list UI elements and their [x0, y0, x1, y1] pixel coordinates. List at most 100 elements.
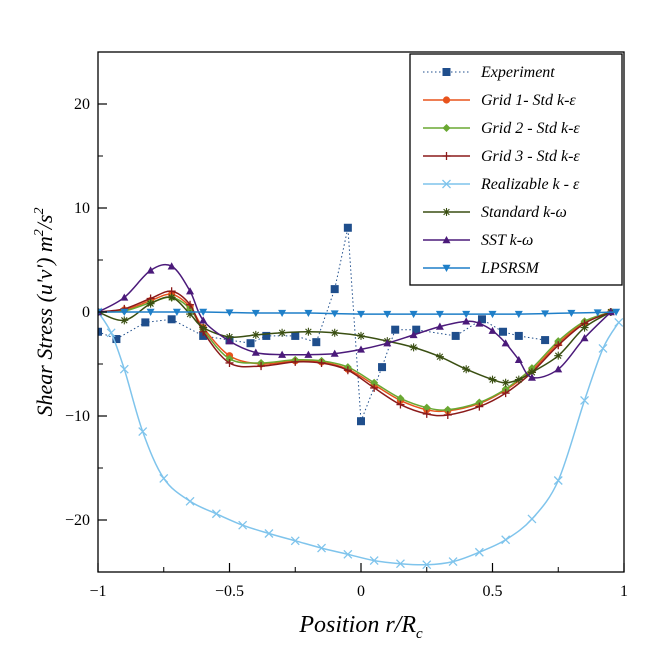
- x-axis-title-sub: c: [416, 626, 423, 642]
- data-point-standard-k-omega: [330, 328, 339, 337]
- data-point-lpsrsm: [593, 309, 602, 317]
- data-point-standard-k-omega: [554, 351, 563, 360]
- data-point-realizable-k-epsilon: [185, 496, 195, 506]
- data-point-grid-3-std-k-epsilon: [291, 357, 300, 366]
- data-point-experiment: [514, 331, 523, 340]
- legend-label: Grid 1- Std k-ε: [481, 92, 576, 109]
- y-tick-label: 20: [74, 96, 90, 113]
- data-point-standard-k-omega: [251, 330, 260, 339]
- data-point-standard-k-omega: [527, 368, 536, 377]
- data-point-experiment: [167, 315, 176, 324]
- series-grid-1-std-k-epsilon: [98, 290, 615, 415]
- data-point-grid-3-std-k-epsilon: [225, 358, 234, 367]
- data-point-lpsrsm: [304, 309, 313, 318]
- data-point-experiment: [451, 331, 460, 340]
- legend-entry-sst-k-omega: SST k-ω: [423, 232, 533, 249]
- data-point-sst-k-omega: [120, 293, 129, 301]
- data-point-realizable-k-epsilon: [211, 509, 221, 519]
- legend-label: Grid 2 - Std k-ε: [481, 120, 580, 137]
- data-point-lpsrsm: [488, 310, 497, 319]
- data-point-standard-k-omega: [186, 310, 195, 319]
- data-point-experiment: [541, 336, 550, 345]
- series-realizable-k-epsilon: [98, 307, 624, 570]
- y-axis-title-part-1: Shear Stress (u'v') m: [32, 236, 57, 416]
- data-point-grid-3-std-k-epsilon: [422, 409, 431, 418]
- data-point-lpsrsm: [357, 310, 365, 319]
- y-axis-title-part-2: 2: [32, 229, 47, 236]
- data-point-sst-k-omega: [225, 337, 234, 345]
- legend-swatch-marker: [442, 179, 451, 189]
- data-point-sst-k-omega: [409, 330, 418, 339]
- data-point-sst-k-omega: [330, 349, 339, 357]
- data-point-standard-k-omega: [409, 343, 418, 352]
- data-point-grid-2-std-k-epsilon: [443, 405, 452, 414]
- data-point-lpsrsm: [146, 308, 155, 316]
- data-point-realizable-k-epsilon: [343, 549, 353, 559]
- data-point-realizable-k-epsilon: [159, 473, 169, 483]
- data-point-standard-k-omega: [357, 331, 365, 340]
- legend-entry-grid-1-std-k-epsilon: Grid 1- Std k-ε: [423, 92, 576, 109]
- legend-entry-realizable-k-epsilon: Realizable k - ε: [423, 176, 580, 193]
- legend-swatch-marker: [442, 124, 451, 132]
- x-tick-label: 0.5: [483, 583, 503, 600]
- data-point-sst-k-omega: [488, 326, 497, 334]
- legend-box: [409, 53, 623, 286]
- data-point-experiment: [112, 335, 121, 344]
- data-point-sst-k-omega: [475, 319, 484, 327]
- data-point-sst-k-omega: [146, 266, 155, 274]
- data-point-realizable-k-epsilon: [474, 547, 484, 557]
- data-point-realizable-k-epsilon: [614, 317, 624, 327]
- data-point-standard-k-omega: [304, 327, 313, 336]
- data-point-standard-k-omega: [462, 365, 471, 374]
- data-point-realizable-k-epsilon: [106, 328, 116, 338]
- data-point-sst-k-omega: [304, 350, 313, 358]
- data-point-grid-3-std-k-epsilon: [443, 410, 452, 419]
- data-point-experiment: [141, 318, 150, 327]
- legend: Experiment Grid 1- Std k-ε Grid 2 - Std k-…: [409, 53, 623, 286]
- data-point-experiment: [199, 331, 208, 340]
- legend-swatch-marker: [442, 208, 451, 216]
- y-axis-title-part-4: 2: [32, 208, 47, 215]
- x-axis-title: Position r/Rc: [298, 612, 423, 642]
- data-point-lpsrsm: [612, 308, 621, 316]
- data-point-grid-2-std-k-epsilon: [370, 378, 379, 387]
- data-point-realizable-k-epsilon: [598, 343, 608, 353]
- data-point-sst-k-omega: [501, 339, 510, 347]
- data-point-realizable-k-epsilon: [290, 536, 300, 546]
- legend-entry-grid-3-std-k-epsilon: Grid 3 - Std k-ε: [423, 148, 580, 165]
- series-lpsrsm: [98, 308, 621, 319]
- legend-label: Experiment: [480, 64, 555, 81]
- data-point-lpsrsm: [172, 308, 181, 316]
- series-layer: [98, 223, 624, 570]
- data-point-sst-k-omega: [357, 345, 365, 353]
- legend-swatch-marker: [442, 236, 451, 244]
- data-point-realizable-k-epsilon: [395, 559, 405, 569]
- x-axis-title-main: Position r/R: [298, 612, 416, 638]
- data-point-standard-k-omega: [514, 375, 523, 384]
- data-point-lpsrsm: [435, 310, 444, 319]
- y-tick-label: 0: [82, 304, 90, 321]
- x-tick-label: 0: [357, 583, 365, 600]
- data-point-sst-k-omega: [383, 339, 392, 347]
- data-point-standard-k-omega: [435, 352, 444, 361]
- data-point-experiment: [412, 325, 421, 334]
- data-point-lpsrsm: [514, 310, 523, 319]
- data-point-standard-k-omega: [278, 328, 287, 337]
- data-point-lpsrsm: [278, 309, 287, 318]
- data-point-experiment: [499, 327, 508, 336]
- data-point-sst-k-omega: [514, 355, 523, 364]
- data-point-sst-k-omega: [278, 350, 287, 358]
- data-point-grid-3-std-k-epsilon: [343, 366, 352, 375]
- data-point-standard-k-omega: [225, 332, 234, 341]
- data-point-grid-3-std-k-epsilon: [396, 400, 405, 409]
- data-point-standard-k-omega: [580, 323, 589, 332]
- data-point-experiment: [357, 417, 365, 426]
- data-point-sst-k-omega: [527, 373, 536, 381]
- data-point-experiment: [312, 338, 321, 347]
- data-point-realizable-k-epsilon: [138, 427, 148, 437]
- legend-entry-standard-k-omega: Standard k-ω: [423, 204, 567, 221]
- y-tick-label: −10: [65, 408, 90, 425]
- data-point-experiment: [378, 363, 387, 372]
- data-point-realizable-k-epsilon: [422, 560, 432, 570]
- data-point-realizable-k-epsilon: [501, 535, 511, 545]
